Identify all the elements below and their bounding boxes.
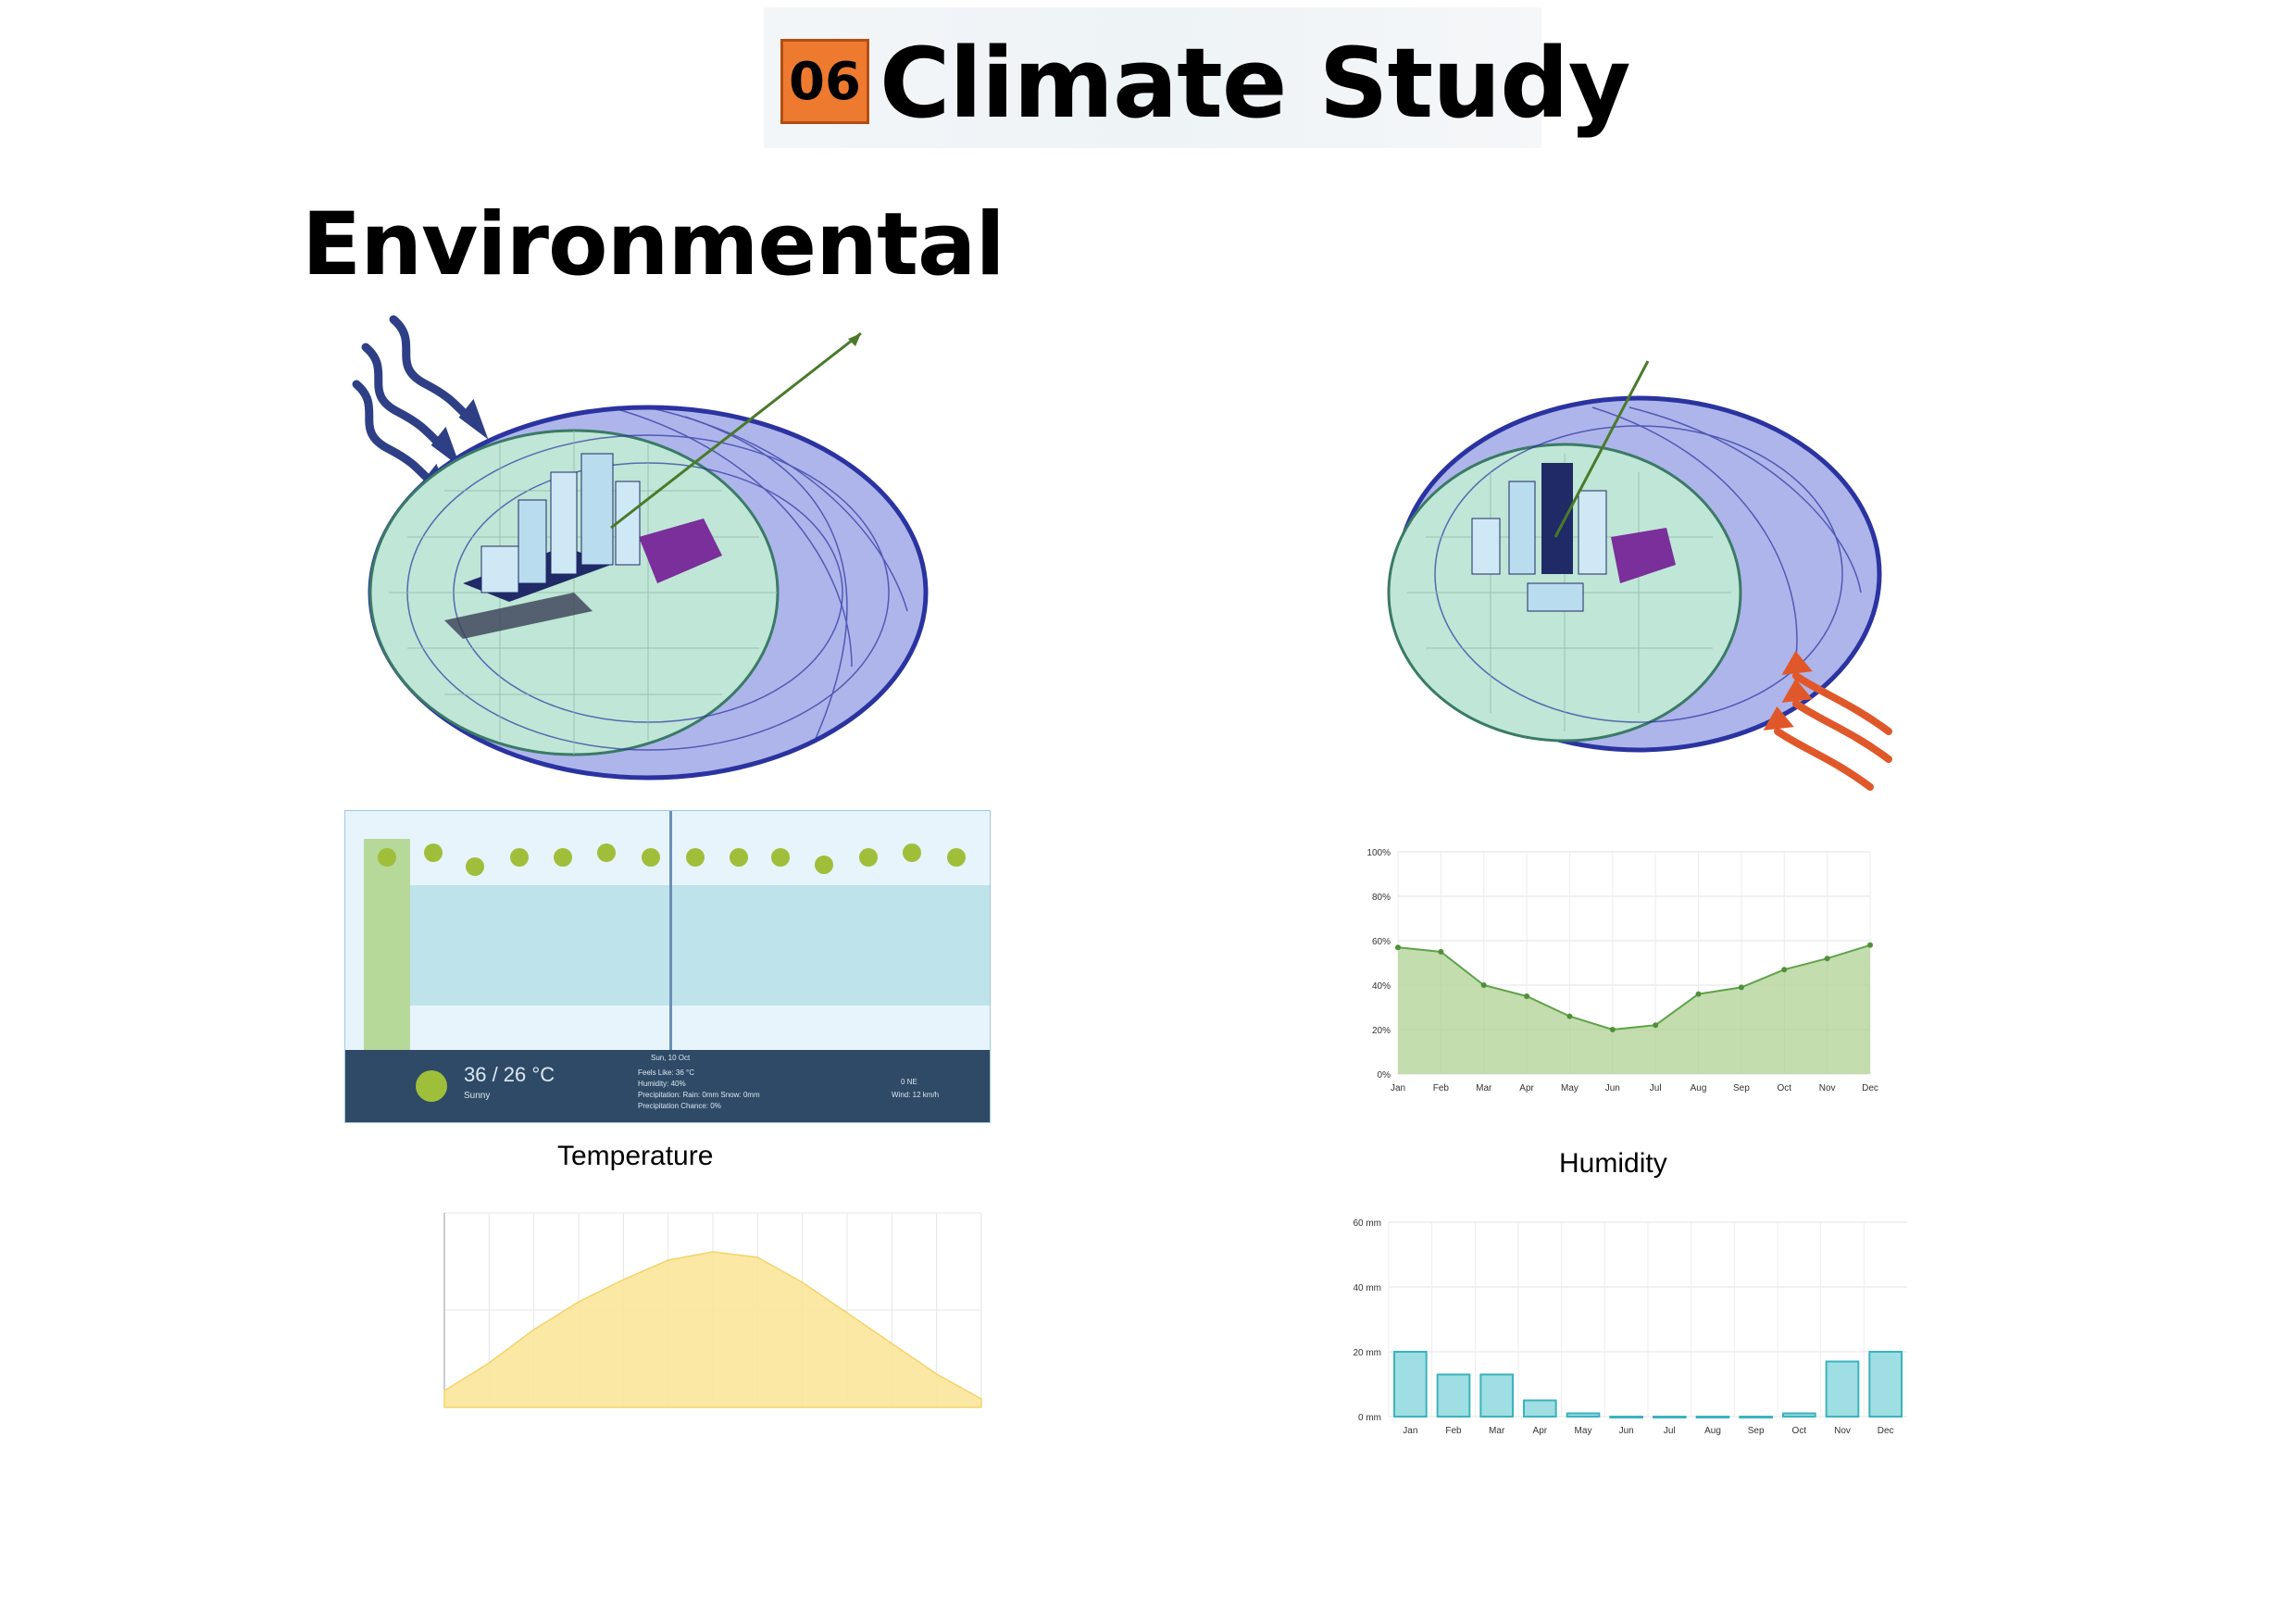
humidity-caption: Humidity <box>1559 1148 1667 1179</box>
x-tick-label: May <box>1575 1426 1592 1436</box>
sunshine-chart <box>443 1212 982 1408</box>
y-tick-label: 60 mm <box>1353 1218 1381 1229</box>
x-tick-label: Sep <box>1733 1083 1750 1093</box>
humidity-point <box>1609 1027 1616 1032</box>
humidity-point <box>1480 982 1487 988</box>
x-tick-label: Jul <box>1664 1426 1676 1436</box>
week-divider <box>669 811 672 1054</box>
weather-detail-1: Feels Like: 36 °C <box>638 1068 695 1077</box>
weather-date: Sun, 10 Oct <box>651 1054 691 1062</box>
x-tick-label: May <box>1561 1083 1578 1093</box>
section-title: Environmental <box>302 194 1005 295</box>
precipitation-bar <box>1566 1412 1601 1418</box>
x-tick-label: Dec <box>1862 1083 1878 1093</box>
x-tick-label: Mar <box>1476 1083 1492 1093</box>
weather-detail-4: Precipitation Chance: 0% <box>638 1102 721 1110</box>
section-number-badge: 06 <box>780 39 869 124</box>
wind-speed: Wind: 12 km/h <box>892 1091 940 1099</box>
y-tick-label: 40 mm <box>1353 1283 1381 1293</box>
wind-direction: 0 NE <box>901 1078 917 1086</box>
x-tick-label: Oct <box>1792 1426 1807 1436</box>
precipitation-bar <box>1479 1373 1514 1418</box>
x-tick-label: Nov <box>1834 1426 1851 1436</box>
y-tick-label: 40% <box>1372 981 1391 992</box>
weather-detail-2: Humidity: 40% <box>638 1080 686 1088</box>
x-tick-label: Nov <box>1819 1083 1836 1093</box>
humidity-point <box>1695 991 1702 997</box>
precipitation-bar <box>1868 1351 1903 1418</box>
x-tick-label: Jul <box>1650 1083 1662 1093</box>
sun-icon <box>416 1070 447 1102</box>
y-tick-label: 60% <box>1372 937 1391 947</box>
x-tick-label: Aug <box>1691 1083 1707 1093</box>
precipitation-bar <box>1393 1351 1428 1418</box>
humidity-point <box>1738 984 1744 991</box>
precipitation-bar <box>1523 1399 1557 1418</box>
x-tick-label: Jan <box>1391 1083 1405 1093</box>
x-tick-label: Dec <box>1878 1426 1894 1436</box>
sun-path-diagram-left <box>352 315 929 781</box>
title-band <box>764 7 1541 148</box>
weather-temp: 36 / 26 °C <box>464 1063 555 1086</box>
y-tick-label: 20 mm <box>1353 1348 1381 1358</box>
x-tick-label: Oct <box>1777 1083 1791 1093</box>
weather-condition: Sunny <box>464 1091 491 1101</box>
forecast-band <box>410 885 990 1006</box>
y-tick-label: 0 mm <box>1358 1413 1381 1423</box>
precipitation-bar <box>1825 1360 1860 1418</box>
y-tick-label: 80% <box>1372 893 1391 903</box>
x-tick-label: Feb <box>1433 1083 1450 1093</box>
precipitation-bar <box>1782 1412 1816 1418</box>
humidity-point <box>1395 944 1401 951</box>
x-tick-label: Apr <box>1519 1083 1534 1093</box>
weather-summary-panel: 36 / 26 °C Sunny Sun, 10 Oct Feels Like:… <box>345 1050 990 1122</box>
humidity-point <box>1566 1013 1573 1019</box>
x-tick-label: Aug <box>1704 1426 1721 1436</box>
humidity-area <box>1398 944 1870 1074</box>
x-tick-label: Apr <box>1533 1426 1548 1436</box>
page-title: Climate Study <box>880 27 1631 140</box>
x-tick-label: Jun <box>1605 1083 1620 1093</box>
precipitation-chart: 0 mm 20 mm 40 mm 60 mm Jan Feb Mar Apr May Jun Jul… <box>1353 1218 1907 1436</box>
precipitation-bar <box>1739 1416 1774 1418</box>
sun-path-diagram-right <box>1387 360 1892 791</box>
x-tick-label: Mar <box>1489 1426 1505 1436</box>
x-tick-label: Feb <box>1445 1426 1462 1436</box>
today-column <box>364 839 410 1068</box>
building-massing <box>444 453 722 639</box>
humidity-line <box>1397 943 1871 1031</box>
precipitation-bar <box>1436 1373 1471 1418</box>
sunshine-area <box>443 1251 982 1408</box>
precipitation-bar <box>1609 1416 1644 1418</box>
y-tick-label: 0% <box>1378 1070 1391 1081</box>
humidity-point <box>1438 949 1444 955</box>
x-tick-label: Sep <box>1748 1426 1765 1436</box>
humidity-point <box>1867 942 1873 948</box>
y-tick-label: 100% <box>1366 848 1391 858</box>
humidity-point <box>1524 993 1530 999</box>
humidity-point <box>1824 956 1830 962</box>
forecast-day-icons <box>378 843 966 876</box>
humidity-point <box>1653 1022 1659 1029</box>
weather-detail-3: Precipitation: Rain: 0mm Snow: 0mm <box>638 1091 760 1099</box>
building-massing <box>1471 463 1676 612</box>
y-tick-label: 20% <box>1372 1026 1391 1036</box>
temperature-caption: Temperature <box>557 1141 714 1171</box>
x-tick-label: Jun <box>1619 1426 1634 1436</box>
precipitation-bar <box>1653 1416 1687 1418</box>
precipitation-bar <box>1695 1416 1730 1418</box>
humidity-point <box>1781 967 1788 973</box>
x-tick-label: Jan <box>1403 1426 1417 1436</box>
weather-widget: 36 / 26 °C Sunny Sun, 10 Oct Feels Like:… <box>344 810 991 1123</box>
humidity-chart: 0% 20% 40% 60% 80% 100% Jan Feb Mar Apr May Jun Jul A… <box>1366 848 1878 1093</box>
heat-arrows-icon <box>1763 651 1892 791</box>
